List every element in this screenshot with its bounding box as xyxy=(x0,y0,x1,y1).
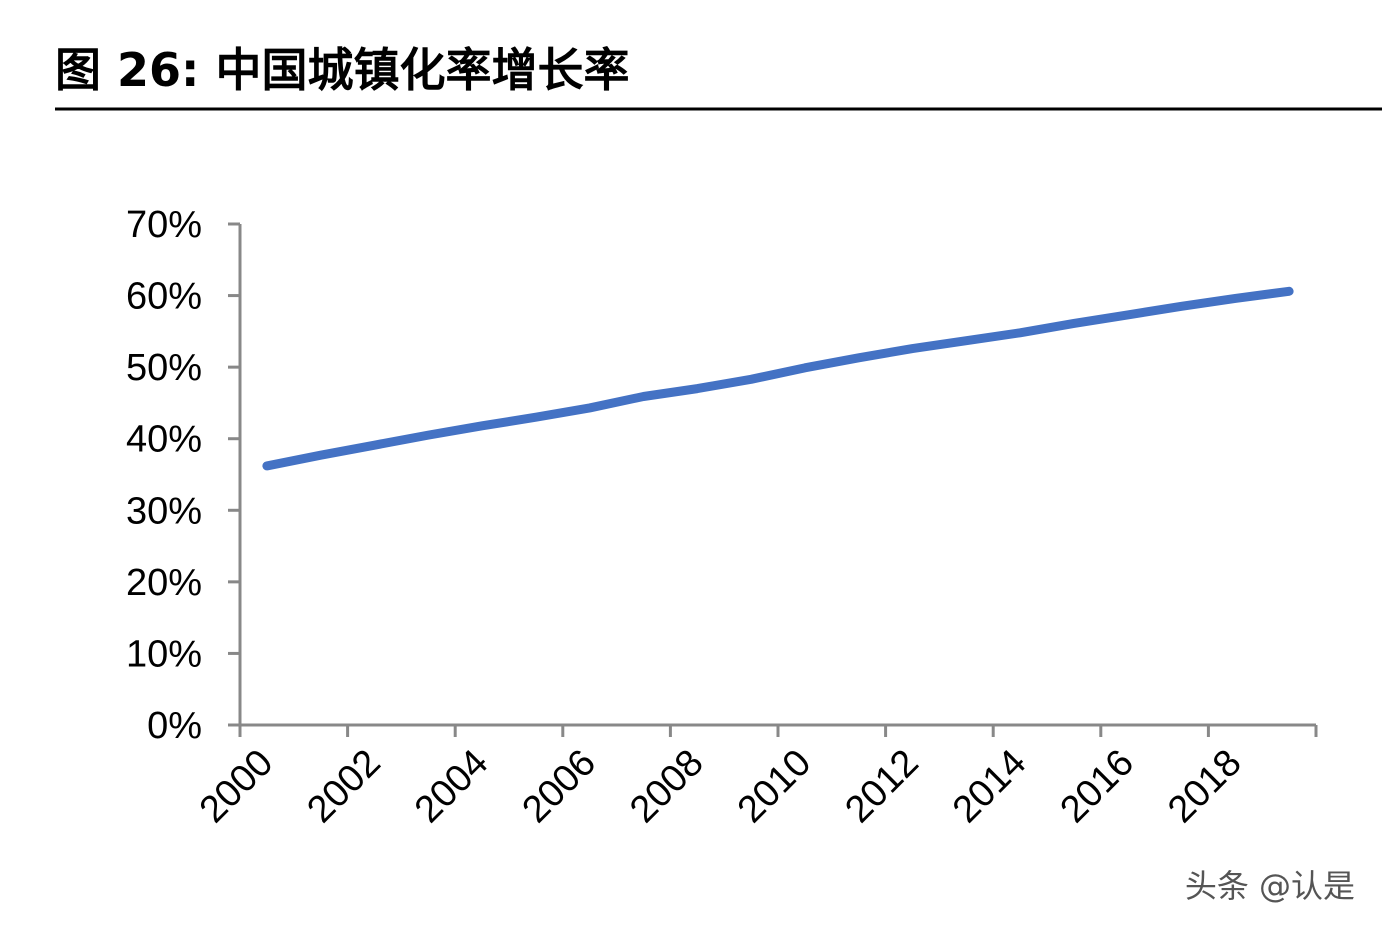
x-tick-label: 2008 xyxy=(622,742,711,831)
y-tick-label: 60% xyxy=(126,276,202,318)
x-tick-label: 2014 xyxy=(945,742,1034,831)
x-tick-label: 2000 xyxy=(192,742,281,831)
data-line xyxy=(262,286,1294,471)
y-tick-label: 40% xyxy=(126,419,202,461)
y-tick-label: 0% xyxy=(147,705,202,747)
y-tick-label: 20% xyxy=(126,562,202,604)
y-tick-label: 50% xyxy=(126,347,202,389)
x-tick-label: 2010 xyxy=(730,742,819,831)
chart-title: 图 26: 中国城镇化率增长率 xyxy=(55,43,629,97)
y-tick-label: 70% xyxy=(126,204,202,246)
y-tick-label: 30% xyxy=(126,490,202,532)
x-tick-label: 2006 xyxy=(515,742,604,831)
y-tick-label: 10% xyxy=(126,633,202,675)
x-tick-label: 2004 xyxy=(407,742,496,831)
x-tick-label: 2002 xyxy=(299,742,388,831)
x-tick-label: 2016 xyxy=(1053,742,1142,831)
x-tick-label: 2018 xyxy=(1160,742,1249,831)
x-tick-label: 2012 xyxy=(837,742,926,831)
watermark: 头条 @认是 xyxy=(1185,867,1355,905)
